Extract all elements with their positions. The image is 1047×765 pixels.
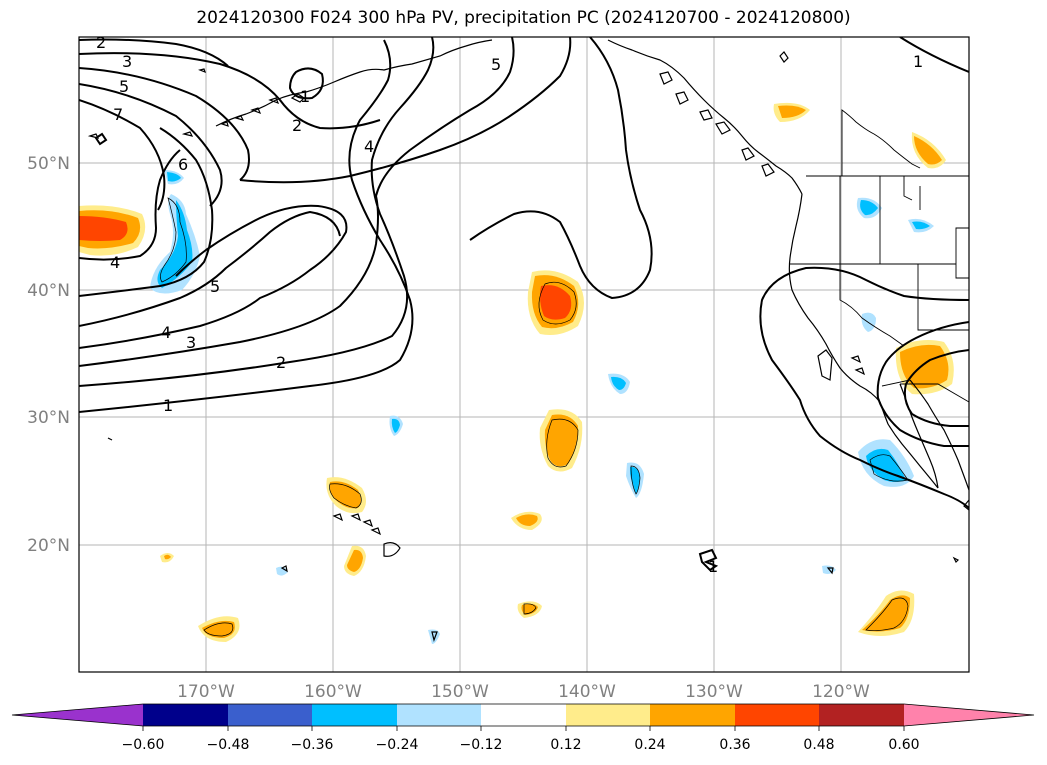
pv-label: 5 [491, 55, 501, 74]
colorbar-segment [566, 704, 650, 726]
pv-label: 1 [708, 557, 718, 576]
colorbar-segment [228, 704, 312, 726]
map-frame-bg [79, 37, 969, 672]
pv-label: 2 [292, 116, 302, 135]
colorbar-tick-label: −0.60 [122, 737, 165, 753]
lon-label-140w: 140°W [558, 682, 616, 702]
colorbar-tick-label: 0.60 [888, 737, 919, 753]
pv-label: 4 [110, 253, 120, 272]
lon-label-160w: 160°W [304, 682, 362, 702]
colorbar-tick-label: −0.12 [460, 737, 503, 753]
pv-contours [79, 37, 969, 572]
pv-label: 2 [276, 353, 286, 372]
pv-label: 5 [119, 77, 129, 96]
lat-label-30n: 30°N [27, 408, 70, 428]
pv-contour-labels: 2 3 5 7 2 4 5 6 4 4 5 3 2 1 1 1 1 [96, 33, 923, 576]
colorbar-tick-label: 0.24 [634, 737, 665, 753]
colorbar-tick-label: −0.36 [291, 737, 334, 753]
colorbar-tick-label: 0.36 [719, 737, 750, 753]
lon-label-170w: 170°W [177, 682, 235, 702]
lon-label-150w: 150°W [431, 682, 489, 702]
precip-outline [160, 197, 909, 637]
pv-label: 7 [113, 105, 123, 124]
lon-label-130w: 130°W [685, 682, 743, 702]
colorbar-segment [735, 704, 819, 726]
longitude-labels: 170°W 160°W 150°W 140°W 130°W 120°W [177, 682, 870, 702]
pv-label: 2 [96, 33, 106, 52]
pv-label: 1 [300, 87, 310, 106]
map-title: 2024120300 F024 300 hPa PV, precipitatio… [196, 8, 851, 28]
pv-label: 6 [178, 155, 188, 174]
colorbar-tick-label: −0.48 [207, 737, 250, 753]
lat-label-40n: 40°N [27, 281, 70, 301]
graticule [79, 37, 969, 672]
colorbar-segment [481, 704, 566, 726]
colorbar: −0.60 −0.48 −0.36 −0.24 −0.12 0.12 0.24 … [11, 703, 1035, 753]
latitude-labels: 50°N 40°N 30°N 20°N [27, 154, 70, 556]
colorbar-segment [312, 704, 397, 726]
colorbar-tick-label: 0.48 [803, 737, 834, 753]
colorbar-extend-high [904, 704, 1034, 726]
pv-label: 5 [210, 277, 220, 296]
lat-label-20n: 20°N [27, 536, 70, 556]
colorbar-tick-label: −0.24 [376, 737, 419, 753]
pv-label: 3 [186, 333, 196, 352]
pv-label: 4 [161, 323, 171, 342]
lat-label-50n: 50°N [27, 154, 70, 174]
colorbar-segment [650, 704, 735, 726]
colorbar-tick-label: 0.12 [550, 737, 581, 753]
map-frame [78, 36, 970, 673]
pv-label: 1 [913, 52, 923, 71]
colorbar-segment [143, 704, 228, 726]
political-borders [790, 109, 969, 403]
pv-label: 4 [364, 137, 374, 156]
colorbar-segment [397, 704, 481, 726]
colorbar-segment [819, 704, 904, 726]
coastlines [87, 39, 969, 643]
lon-label-120w: 120°W [812, 682, 870, 702]
pv-label: 1 [163, 396, 173, 415]
colorbar-extend-low [12, 704, 143, 726]
pv-label: 3 [122, 52, 132, 71]
